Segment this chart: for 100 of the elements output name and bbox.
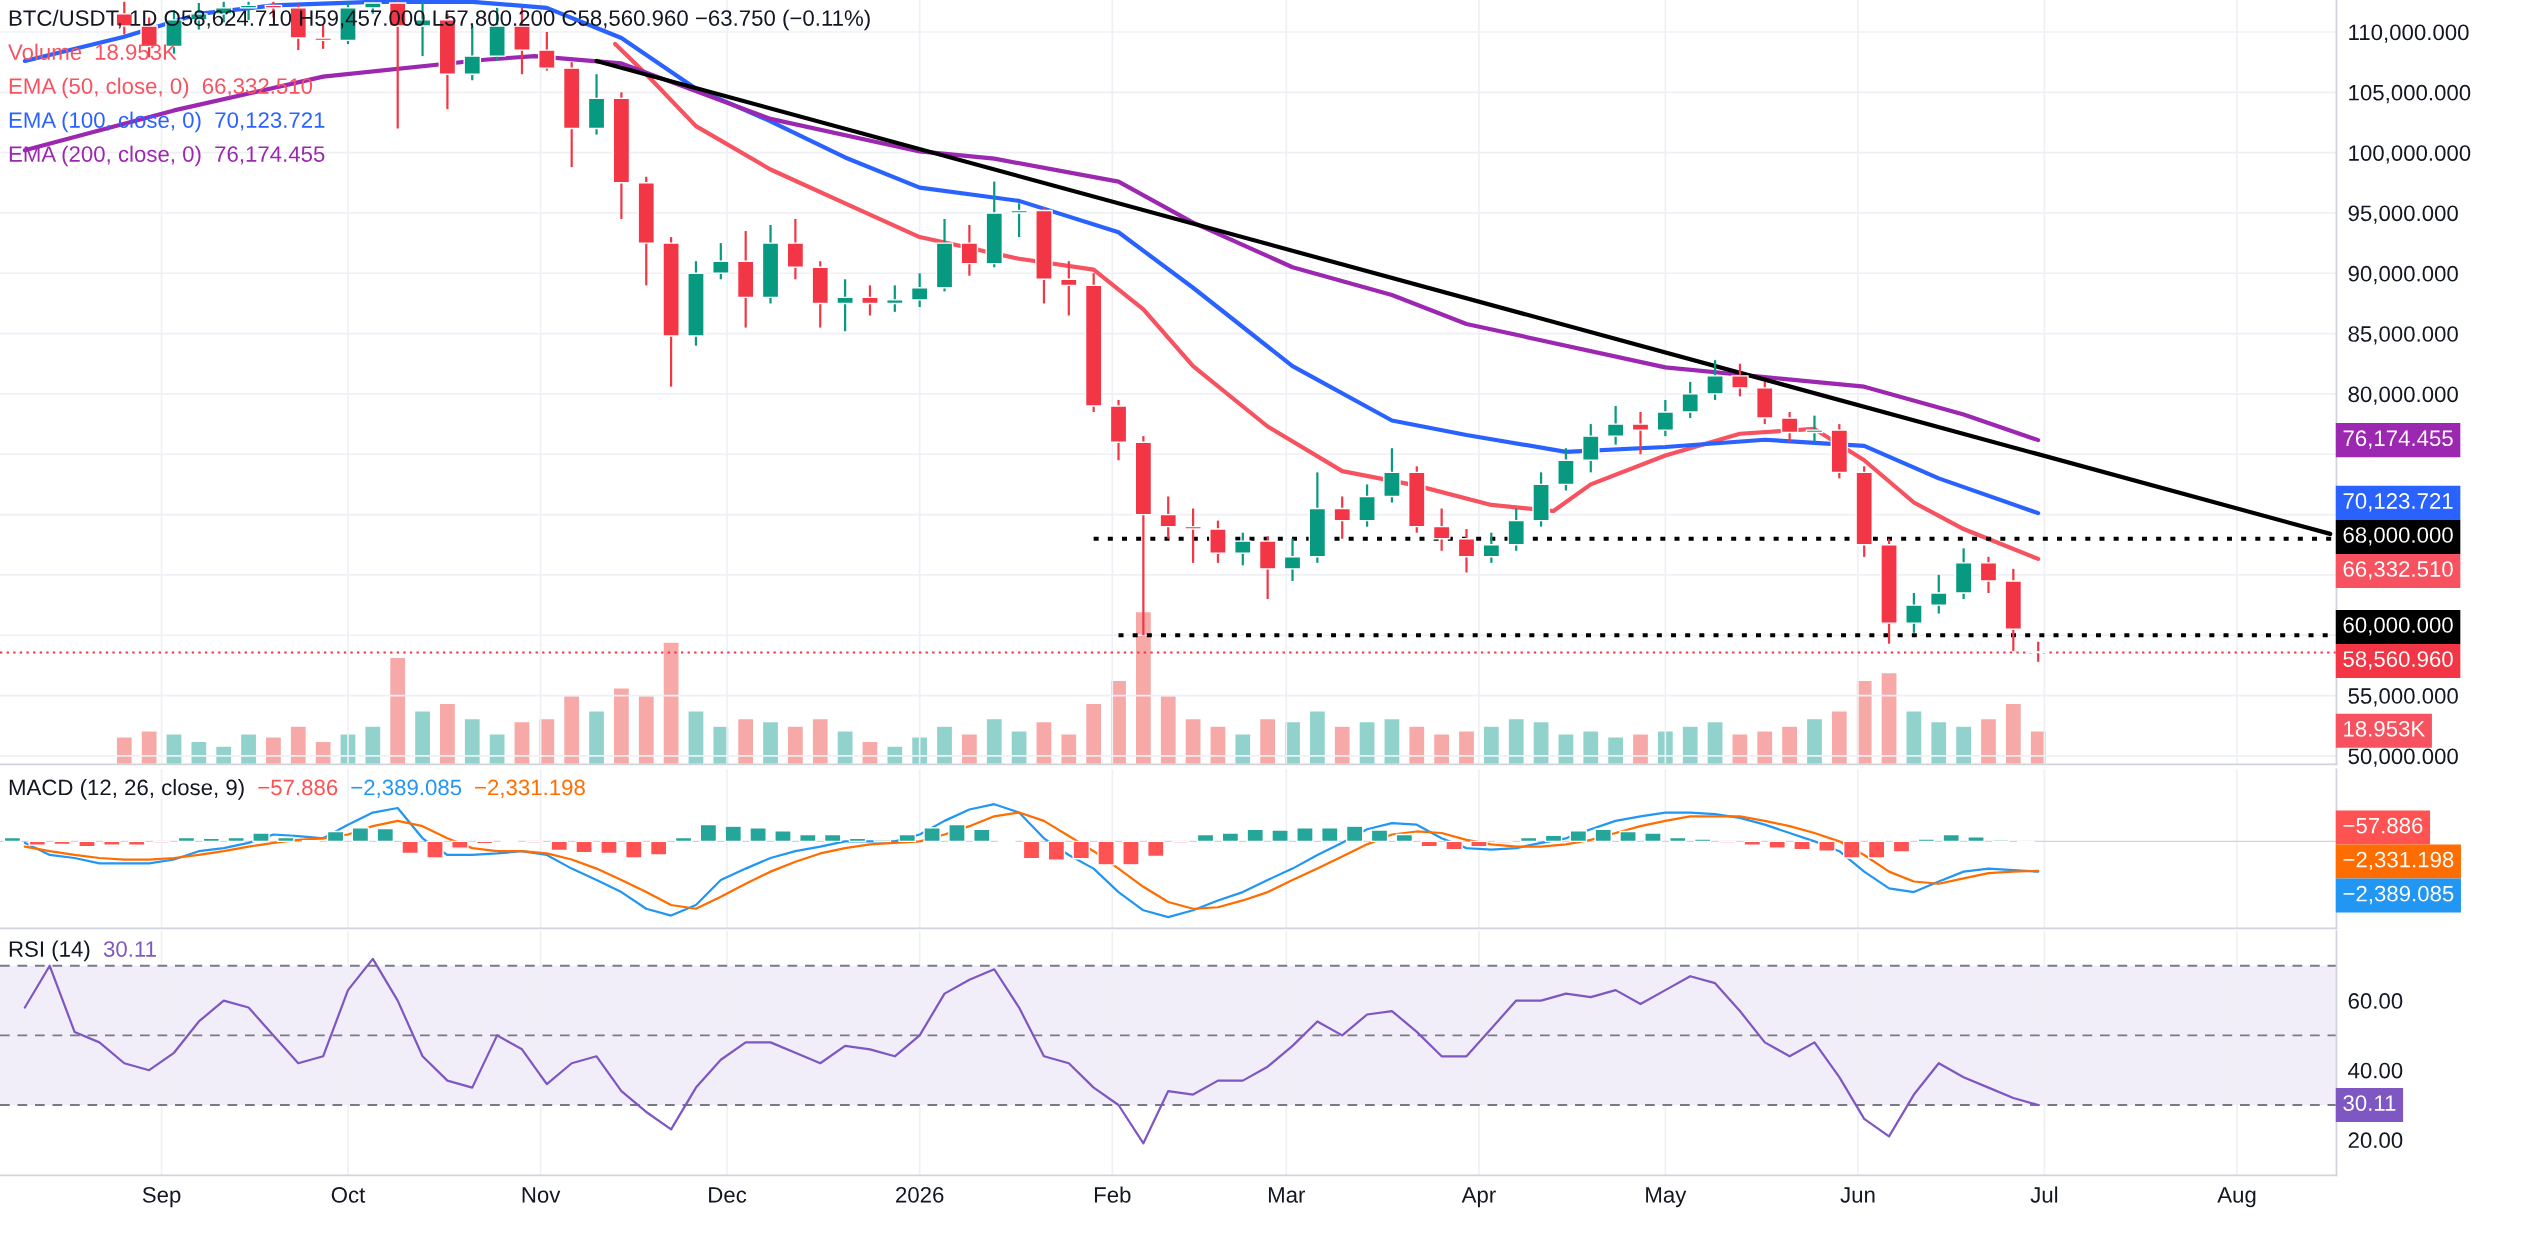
bar [1084,702,1103,765]
candlestick [1060,260,1078,317]
candlestick [1979,555,1998,595]
bar [836,730,854,765]
bar [550,840,569,852]
bar [3,836,22,843]
bar [451,840,469,849]
text: −2,389.085 [2343,885,2454,905]
annotation: 70,123.721 [215,112,325,131]
y-tick-label: 85,000.000 [2348,326,2458,345]
candlestick [1780,410,1799,444]
bar [1793,840,1811,851]
bar [252,832,270,843]
candlestick [886,284,904,313]
bar [1482,725,1501,765]
x-tick-label: Mar [1268,1187,1306,1203]
bar [1582,730,1600,765]
bar [600,840,618,855]
bar [637,694,656,765]
bar [401,840,419,855]
bar [1060,733,1078,765]
y-tick-label: 90,000.000 [2348,265,2458,285]
bar [1358,720,1376,765]
candlestick [861,284,879,317]
bar [1755,730,1774,765]
bar [413,710,432,765]
bar [1296,826,1314,843]
y-tick-label: 20.00 [2348,1132,2403,1149]
bar [687,710,705,765]
bar [1308,710,1327,765]
bar [612,687,631,765]
bar [1420,840,1438,848]
bar [1880,671,1898,765]
bar [1532,720,1550,765]
text: 18.953K [2344,720,2425,737]
bar [1954,725,1973,765]
bar [388,656,407,765]
candlestick [1681,380,1699,420]
bar [811,717,830,765]
bar [1234,733,1252,765]
candlestick [712,242,730,281]
bar [227,836,245,843]
text: 30.11 [2343,1095,2396,1111]
data-label: 68,000.000 [2343,527,2453,546]
bar [1246,828,1264,843]
bar [1271,829,1289,843]
bar [2004,702,2023,765]
x-tick-label: Apr [1461,1187,1496,1208]
bar [140,730,158,765]
bar [575,840,593,854]
bar [1122,840,1140,866]
bar [177,836,196,843]
candlestick [1184,507,1202,564]
bar [1780,725,1799,765]
x-tick-label: May [1646,1187,1687,1208]
bar [935,725,954,765]
candlestick [910,272,929,309]
bar [985,717,1004,765]
bar [799,833,817,843]
y-tick-label: 50,000.000 [2348,748,2458,767]
candlestick [1457,527,1476,574]
bar [1507,717,1525,765]
bar [1258,717,1277,765]
bar [1408,725,1426,765]
bar [1196,833,1215,843]
bar [1072,840,1091,860]
bar [1022,840,1041,860]
bar [1967,836,1985,843]
bar [1830,710,1849,765]
bar [587,710,606,765]
candlestick [1929,573,1948,615]
bar [1097,840,1115,866]
chart-title: MACD (12, 26, close, 9) [9,778,244,800]
y-tick-label: 55,000.000 [2348,688,2458,707]
bar [1209,725,1227,765]
bar [1818,840,1836,852]
bar [1979,717,1998,765]
bar [1519,836,1538,843]
bar [1768,840,1786,849]
x-tick-label: Jun [1840,1187,1875,1203]
candlestick [1606,404,1625,446]
annotation: 30.11 [103,941,156,957]
candlestick [1805,414,1824,444]
text: −2,331.198 [475,779,585,798]
bar [1134,610,1153,765]
bar [674,836,693,843]
bar [1693,838,1712,843]
text: 66,332.510 [2343,561,2453,580]
bar [1942,833,1960,843]
bar [438,702,457,765]
candlestick [538,30,556,72]
bar [1681,725,1699,765]
bar [1370,829,1389,843]
bar [1147,840,1165,858]
candlestick [1905,591,1923,634]
bar [376,827,395,843]
bar [749,826,767,843]
bar [1383,717,1401,765]
annotation: 76,174.455 [215,146,325,165]
candlestick [1432,507,1451,552]
